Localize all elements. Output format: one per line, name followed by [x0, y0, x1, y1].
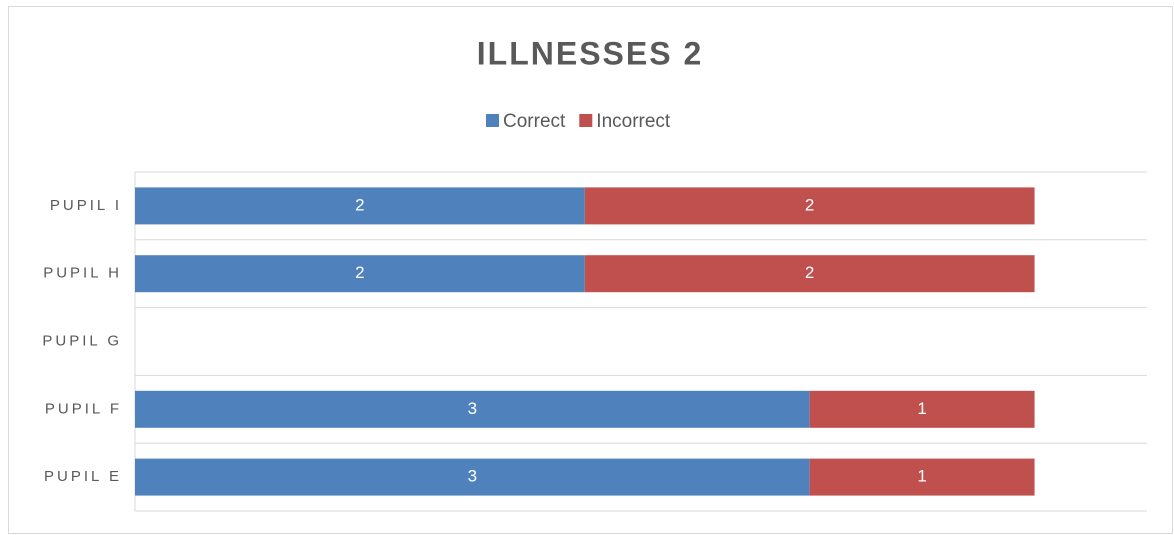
legend-swatch	[486, 114, 499, 127]
data-label: 2	[355, 195, 364, 214]
bar-segment	[809, 390, 1035, 428]
data-label: 2	[355, 263, 364, 282]
data-label: 1	[917, 467, 926, 486]
bar-segment	[135, 390, 810, 428]
data-label: 1	[917, 399, 926, 418]
bar-segment	[809, 458, 1035, 496]
bar-segment	[135, 458, 810, 496]
chart-title: ILLNESSES 2	[477, 35, 704, 71]
legend-label: Incorrect	[596, 111, 671, 132]
y-tick-label: PUPIL I	[50, 197, 122, 214]
data-label: 2	[805, 195, 814, 214]
y-tick-label: PUPIL F	[45, 400, 122, 417]
legend-swatch	[579, 114, 593, 127]
bar-segment	[584, 255, 1035, 293]
legend-label: Correct	[503, 111, 566, 132]
data-label: 2	[805, 263, 814, 282]
data-label: 3	[468, 399, 477, 418]
y-tick-label: PUPIL E	[44, 468, 122, 485]
bar-segment	[135, 255, 585, 293]
data-label: 3	[468, 467, 477, 486]
bar-segment	[135, 187, 585, 225]
y-tick-label: PUPIL H	[43, 265, 122, 282]
y-tick-label: PUPIL G	[42, 332, 122, 349]
bar-segment	[584, 187, 1035, 225]
